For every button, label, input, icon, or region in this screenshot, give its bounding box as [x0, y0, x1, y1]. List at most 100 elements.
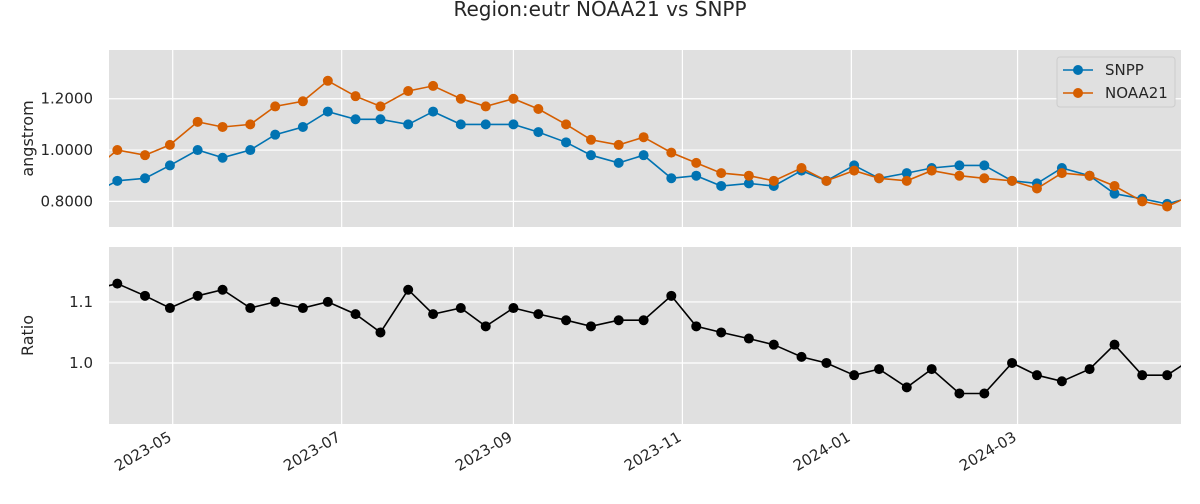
- ratio-point: [533, 309, 544, 320]
- noaa21-point: [585, 134, 596, 145]
- snpp-point: [585, 150, 596, 161]
- ratio-point: [768, 339, 779, 350]
- x-tick-label: 2023-07: [280, 428, 343, 475]
- ratio-point: [164, 303, 175, 314]
- noaa21-point: [1137, 196, 1148, 207]
- ratio-point: [140, 290, 151, 301]
- noaa21-point: [192, 116, 203, 127]
- snpp-point: [613, 157, 624, 168]
- snpp-point: [322, 106, 333, 117]
- noaa21-point: [979, 173, 990, 184]
- y-axis-label: angstrom: [18, 100, 37, 176]
- snpp-point: [480, 119, 491, 130]
- noaa21-point: [350, 91, 361, 102]
- snpp-point: [270, 129, 281, 140]
- noaa21-point: [926, 165, 937, 176]
- snpp-point: [245, 145, 256, 156]
- ratio-point: [112, 278, 123, 289]
- snpp-point: [979, 160, 990, 171]
- ratio-point: [979, 388, 990, 399]
- noaa21-point: [508, 93, 519, 104]
- noaa21-point: [140, 150, 151, 161]
- x-tick-label: 2024-03: [956, 428, 1019, 475]
- noaa21-point: [1084, 170, 1095, 181]
- noaa21-point: [1031, 183, 1042, 194]
- snpp-point: [455, 119, 466, 130]
- noaa21-point: [375, 101, 386, 112]
- ratio-point: [1007, 357, 1018, 368]
- ratio-point: [428, 309, 439, 320]
- noaa21-point: [217, 121, 228, 132]
- snpp-point: [954, 160, 965, 171]
- ratio-point: [1031, 370, 1042, 381]
- ratio-point: [954, 388, 965, 399]
- x-tick-label: 2024-01: [790, 428, 853, 475]
- x-tick-label: 2023-05: [111, 428, 174, 475]
- noaa21-point: [716, 168, 727, 179]
- ratio-point: [403, 284, 414, 295]
- noaa21-point: [874, 173, 885, 184]
- snpp-point: [716, 180, 727, 191]
- ratio-point: [743, 333, 754, 344]
- y-tick-label: 1.0000: [41, 141, 94, 159]
- legend-marker: [1073, 88, 1083, 98]
- snpp-point: [666, 173, 677, 184]
- snpp-point: [375, 114, 386, 125]
- chart-title: Region:eutr NOAA21 vs SNPP: [453, 0, 746, 21]
- noaa21-point: [112, 145, 123, 156]
- snpp-point: [428, 106, 439, 117]
- noaa21-point: [297, 96, 308, 107]
- snpp-point: [140, 173, 151, 184]
- y-tick-label: 1.0: [69, 354, 93, 372]
- noaa21-point: [1109, 180, 1120, 191]
- x-tick-label: 2023-09: [452, 428, 515, 475]
- ratio-point: [1109, 339, 1120, 350]
- y-axis-label: Ratio: [18, 315, 37, 356]
- noaa21-point: [954, 170, 965, 181]
- noaa21-point: [480, 101, 491, 112]
- noaa21-point: [245, 119, 256, 130]
- snpp-point: [112, 175, 123, 186]
- noaa21-point: [164, 139, 175, 150]
- legend: SNPP NOAA21: [1056, 56, 1176, 108]
- snpp-point: [1109, 188, 1120, 199]
- ratio-point: [297, 303, 308, 314]
- ratio-point: [821, 357, 832, 368]
- noaa21-point: [428, 80, 439, 91]
- noaa21-point: [901, 175, 912, 186]
- noaa21-point: [743, 170, 754, 181]
- noaa21-point: [768, 175, 779, 186]
- ratio-point: [874, 364, 885, 375]
- ratio-point: [270, 296, 281, 307]
- ratio-point: [638, 315, 649, 326]
- snpp-point: [297, 121, 308, 132]
- noaa21-series: [109, 75, 1200, 212]
- snpp-point: [403, 119, 414, 130]
- ratio-point: [796, 351, 807, 362]
- ratio-point: [1162, 370, 1173, 381]
- y-tick-label: 1.2000: [41, 90, 94, 108]
- ratio-point: [1137, 370, 1148, 381]
- noaa21-point: [796, 163, 807, 173]
- noaa21-point: [322, 75, 333, 86]
- noaa21-point: [1162, 201, 1173, 212]
- ratio-point: [716, 327, 727, 338]
- ratio-series: [109, 278, 1181, 399]
- snpp-point: [508, 119, 519, 130]
- noaa21-point: [849, 165, 860, 176]
- x-axis: 2023-05 2023-07 2023-09 2023-11 2024-01 2024-…: [111, 428, 1019, 475]
- noaa21-point: [691, 157, 702, 168]
- noaa21-point: [561, 119, 572, 130]
- ratio-point: [666, 290, 677, 301]
- noaa21-point: [1190, 189, 1200, 199]
- ratio-point: [480, 321, 491, 332]
- ratio-point: [901, 382, 912, 393]
- snpp-point: [192, 145, 203, 156]
- snpp-point: [1190, 191, 1200, 201]
- snpp-point: [561, 137, 572, 148]
- noaa21-point: [270, 101, 281, 112]
- snpp-point: [533, 127, 544, 138]
- noaa21-point: [821, 175, 832, 186]
